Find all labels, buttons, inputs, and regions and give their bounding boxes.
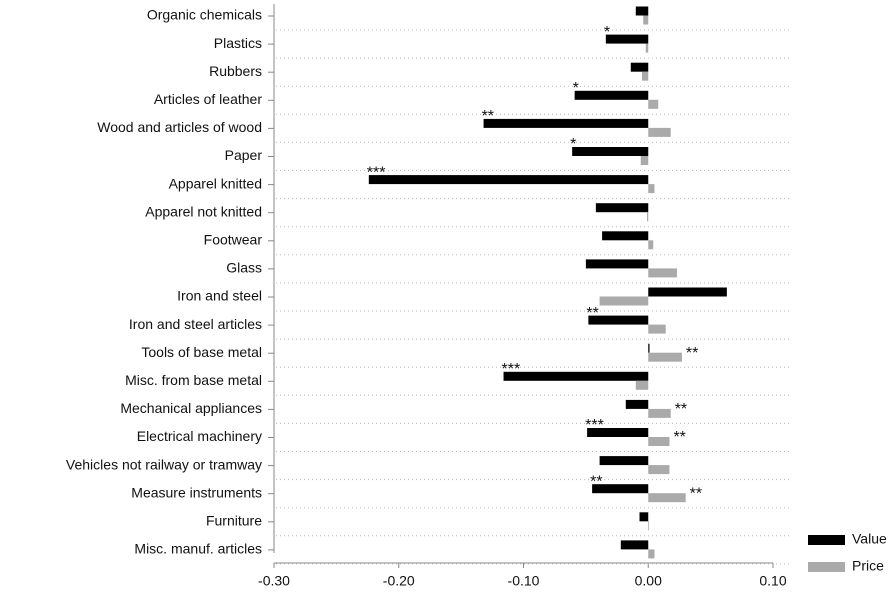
y-tick-label: Rubbers [209,63,262,79]
bar [648,549,655,559]
bar [648,465,670,475]
y-tick-label: Misc. manuf. articles [134,541,262,557]
y-tick-label: Glass [226,260,262,276]
y-tick-label: Furniture [206,513,262,529]
y-tick-label: Articles of leather [154,91,262,107]
significance-label: ** [690,485,702,502]
bar [643,15,649,25]
y-tick-label: Wood and articles of wood [97,119,262,135]
significance-label: ** [482,108,494,125]
significance-label: *** [585,417,604,434]
x-tick-label: 0.00 [635,573,662,589]
bar [640,156,649,165]
y-tick-label: Measure instruments [131,484,262,500]
bar [595,203,649,213]
bar [574,90,649,100]
bar [639,512,649,522]
bar [625,399,649,409]
legend-label: Value [852,531,887,547]
bar [648,324,666,334]
y-tick-label: Misc. from base metal [125,372,262,388]
bar [592,484,649,494]
significance-label: * [604,24,610,41]
y-tick-label: Mechanical appliances [120,400,262,416]
y-tick-label: Apparel not knitted [145,203,262,219]
significance-label: ** [673,429,685,446]
legend-label: Price [852,558,884,574]
significance-label: * [573,80,579,97]
bar [588,315,649,325]
bar [642,71,649,81]
bar [368,175,649,185]
y-tick-label: Tools of base metal [141,344,262,360]
bar [648,493,686,503]
significance-label: ** [686,345,698,362]
y-tick-label: Iron and steel [177,288,262,304]
y-tick-label: Organic chemicals [147,7,262,23]
bar [503,371,649,381]
x-tick-label: 0.10 [759,573,786,589]
legend-swatch [808,535,845,545]
significance-label: ** [675,401,687,418]
bar [648,184,655,194]
significance-label: *** [502,361,521,378]
bar [648,352,682,362]
bar [648,268,677,278]
bar [648,127,671,137]
bar [620,540,649,550]
bar [648,408,671,418]
bar [599,296,649,306]
significance-label: *** [367,164,386,181]
y-tick-label: Footwear [204,232,263,248]
bar [648,99,659,109]
bar [602,231,649,241]
legend-swatch [808,562,845,572]
significance-label: * [570,136,576,153]
bar [635,380,649,390]
x-tick-label: -0.10 [508,573,540,589]
x-tick-label: -0.30 [258,573,290,589]
bar [585,259,649,269]
bar [483,118,649,128]
bar [648,240,654,250]
y-tick-label: Electrical machinery [137,428,262,444]
bar [587,428,649,437]
bar [648,521,650,531]
bar [648,343,650,353]
bar [605,34,649,44]
bar [648,437,670,446]
bar [647,212,649,222]
bar [630,62,649,72]
y-tick-label: Paper [225,147,263,163]
bar [645,43,649,53]
bar [599,456,649,466]
x-tick-label: -0.20 [383,573,415,589]
bar [635,6,649,16]
y-tick-label: Vehicles not railway or tramway [66,456,262,472]
significance-label: ** [586,305,598,322]
y-tick-label: Iron and steel articles [129,316,262,332]
bar [572,147,649,156]
significance-label: ** [590,473,602,490]
bar [648,287,727,297]
y-tick-label: Plastics [214,35,262,51]
y-tick-label: Apparel knitted [169,175,262,191]
